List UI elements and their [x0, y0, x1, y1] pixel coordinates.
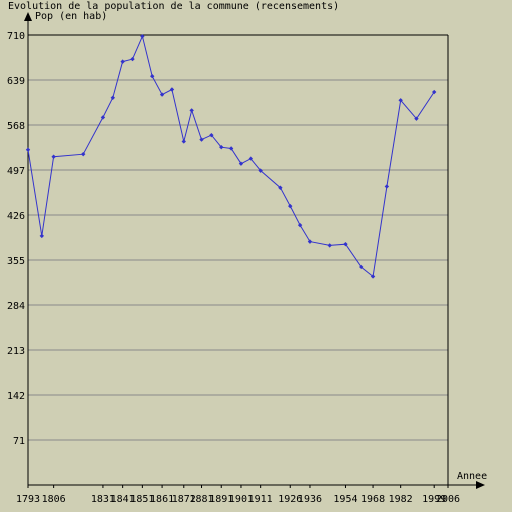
x-tick-label: 1872: [172, 494, 196, 505]
data-point: [258, 168, 263, 173]
x-tick-label: 1806: [42, 494, 66, 505]
data-point: [370, 274, 376, 279]
y-tick-label: 142: [7, 391, 25, 402]
data-point: [248, 156, 254, 161]
data-point: [431, 89, 437, 95]
y-axis-label: Pop (en hab): [35, 11, 107, 22]
data-point: [307, 239, 313, 244]
x-tick-label: 1926: [278, 494, 302, 505]
data-point: [140, 34, 145, 39]
data-point: [278, 185, 283, 190]
data-point: [219, 144, 224, 150]
y-axis-arrow: [24, 12, 32, 21]
y-tick-label: 426: [7, 211, 25, 222]
data-point: [228, 146, 234, 151]
grid-layer: [28, 34, 448, 485]
x-tick-label: 1891: [209, 494, 233, 505]
data-point: [120, 59, 125, 64]
data-point: [359, 264, 364, 270]
data-point: [51, 154, 56, 159]
y-tick-label: 639: [7, 76, 25, 87]
y-tick-label: 497: [7, 166, 25, 177]
data-point: [384, 184, 390, 189]
data-point: [414, 116, 419, 121]
x-tick-label: 1999: [422, 494, 446, 505]
data-point: [238, 161, 244, 166]
x-tick-label: 1936: [298, 494, 322, 505]
x-tick-label: 1851: [130, 494, 154, 505]
x-tick-label: 1861: [150, 494, 174, 505]
data-point: [199, 137, 204, 142]
x-tick-label: 1881: [189, 494, 213, 505]
data-point: [150, 73, 155, 79]
x-axis-arrow: [476, 481, 485, 489]
x-tick-label: 1793: [16, 494, 40, 505]
x-tick-label: 1982: [389, 494, 413, 505]
data-point: [25, 147, 31, 152]
y-tick-label: 213: [7, 346, 25, 357]
data-point: [189, 108, 194, 113]
x-tick-label: 1901: [229, 494, 253, 505]
y-tick-label: 71: [13, 436, 25, 447]
data-point: [181, 139, 186, 144]
x-tick-label: 1968: [361, 494, 385, 505]
y-tick-label: 284: [7, 301, 25, 312]
chart-title: Evolution de la population de la commune…: [8, 1, 339, 12]
x-tick-label: 1954: [333, 494, 357, 505]
x-tick-label: 1841: [111, 494, 135, 505]
data-point: [39, 233, 45, 239]
data-point: [100, 115, 106, 120]
y-tick-label: 710: [7, 31, 25, 42]
data-point: [288, 203, 293, 209]
data-point: [159, 92, 165, 97]
data-point: [209, 132, 214, 138]
data-point: [297, 222, 303, 228]
x-tick-label: 1831: [91, 494, 115, 505]
data-point: [327, 243, 332, 248]
data-point: [110, 95, 115, 100]
data-point: [398, 98, 403, 103]
x-tick-label: 1911: [249, 494, 273, 505]
y-tick-label: 568: [7, 121, 25, 132]
x-tick-label: 2006: [436, 494, 460, 505]
data-point: [169, 87, 175, 92]
tick-layer: 71 142 213 284 355 426 497 568 639 710 1793 1806 183…: [7, 31, 460, 505]
series-layer: [25, 34, 437, 279]
data-point: [130, 56, 135, 62]
x-axis-label: Annee: [457, 471, 487, 482]
data-point: [343, 241, 348, 247]
data-point: [81, 151, 86, 157]
y-tick-label: 355: [7, 256, 25, 267]
